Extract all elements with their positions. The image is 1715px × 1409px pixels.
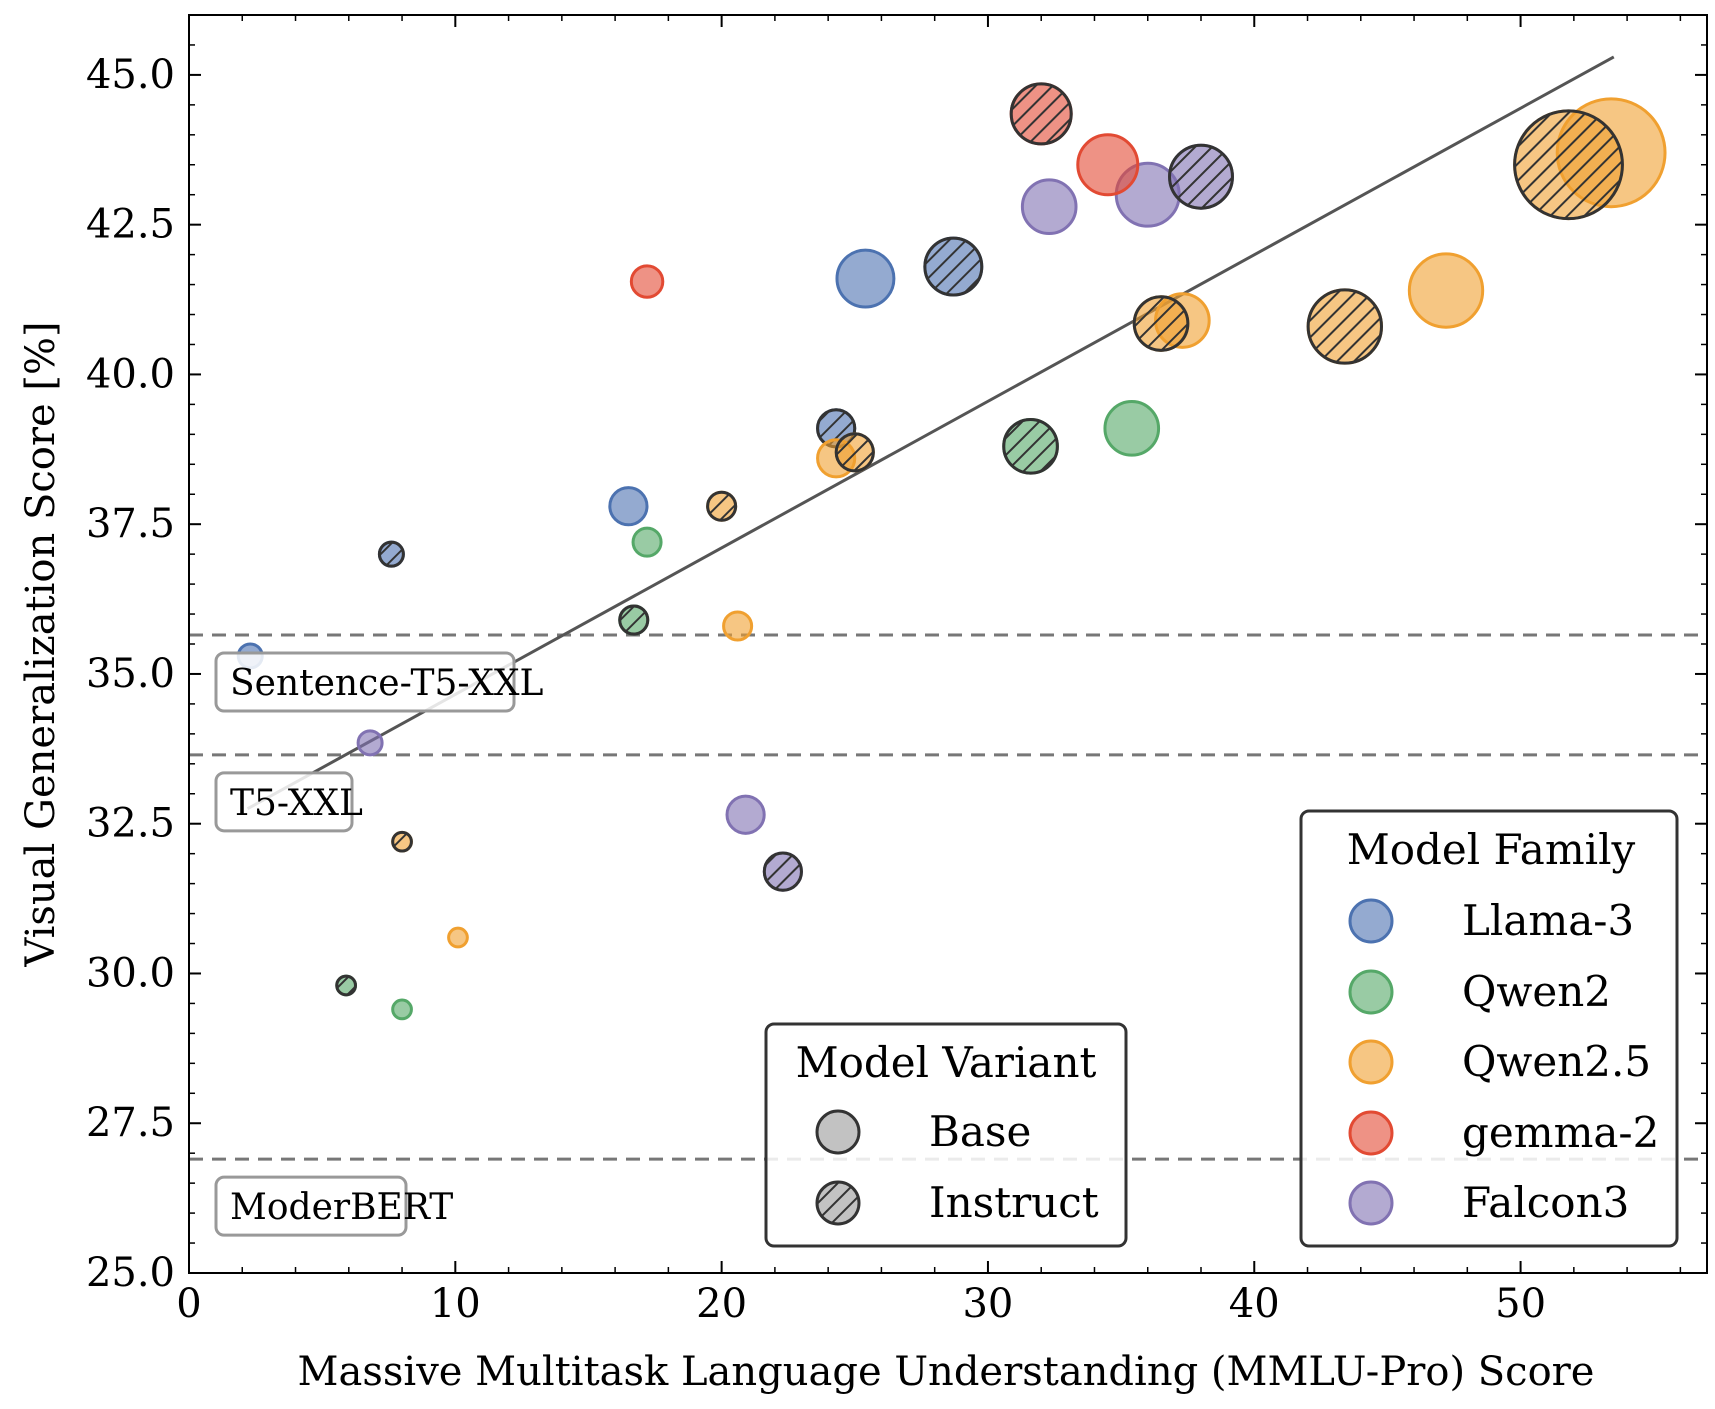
legend-family-qwen2-marker: [1348, 969, 1394, 1015]
legend-family-qwen25-label: Qwen2.5: [1462, 1037, 1651, 1086]
data-point: [631, 526, 663, 558]
legend-family-gemma-label: gemma-2: [1462, 1108, 1659, 1157]
y-tick-label: 35.0: [86, 651, 175, 697]
legend-variant-title: Model Variant: [796, 1038, 1097, 1087]
y-tick-label: 45.0: [86, 52, 175, 98]
data-point: [391, 998, 413, 1021]
y-tick-label: 42.5: [86, 202, 175, 248]
data-point-hatch: [618, 604, 650, 636]
legend-family-qwen25-marker: [1348, 1039, 1394, 1085]
data-point-hatch: [1132, 295, 1190, 352]
legend-family-gemma-marker: [1348, 1110, 1394, 1156]
y-tick-label: 32.5: [86, 801, 175, 847]
y-axis-label: Visual Generalization Score [%]: [18, 321, 64, 967]
y-tick-label: 40.0: [86, 351, 175, 397]
legend-variant-base-marker: [815, 1109, 861, 1155]
baseline-label: T5-XXL: [230, 783, 363, 824]
y-tick-label: 37.5: [86, 501, 175, 547]
baseline-label-box: [214, 1175, 408, 1237]
baseline-labels: Sentence-T5-XXL T5-XXL ModerBERT: [214, 651, 544, 1237]
legend-model-family: Model Family Llama-3 Qwen2 Qwen2.5 gemma…: [1299, 809, 1679, 1248]
data-point-hatch: [391, 830, 413, 853]
axis-ticks: 0 10 20 30 40 50 25.0 27.5 30.0 32.5 35.0 37.5 40.0 4…: [86, 14, 1707, 1327]
data-point: [1407, 252, 1485, 329]
data-point-hatch: [1168, 143, 1234, 210]
data-point: [725, 794, 766, 835]
data-point: [447, 926, 469, 949]
data-point-hatch: [1306, 288, 1383, 365]
data-point-hatch: [923, 236, 984, 297]
data-point-hatch: [1513, 109, 1624, 221]
data-point: [835, 248, 896, 309]
data-point: [608, 486, 649, 527]
baseline-label-box: [214, 771, 354, 833]
x-tick-label: 0: [176, 1281, 201, 1327]
legend-family-box: [1299, 809, 1679, 1248]
x-tick-label: 40: [1229, 1281, 1280, 1327]
data-point: [1076, 133, 1140, 197]
x-tick-label: 30: [962, 1281, 1013, 1327]
legend-variant-instruct-label: Instruct: [929, 1178, 1099, 1227]
legend-family-llama-label: Llama-3: [1462, 896, 1634, 945]
data-point: [356, 729, 384, 757]
legend-family-llama-marker: [1348, 898, 1394, 944]
data-point: [722, 610, 754, 642]
data-point-hatch: [1002, 418, 1059, 475]
data-point-hatch: [706, 490, 738, 522]
data-point: [629, 264, 665, 299]
x-tick-label: 20: [696, 1281, 747, 1327]
data-point: [1020, 178, 1078, 236]
x-tick-label: 50: [1495, 1281, 1546, 1327]
y-tick-label: 27.5: [86, 1100, 175, 1146]
baseline-label: Sentence-T5-XXL: [230, 663, 544, 704]
legend-family-falcon-marker: [1348, 1180, 1394, 1226]
legend-family-qwen2-label: Qwen2: [1462, 967, 1611, 1016]
data-point-hatch: [762, 851, 803, 892]
y-tick-label: 25.0: [86, 1250, 175, 1296]
legend-variant-instruct-hatch: [815, 1180, 861, 1226]
x-axis-label: Massive Multitask Language Understanding…: [298, 1349, 1595, 1395]
legend-model-variant: Model Variant Base Instruct: [764, 1022, 1128, 1248]
baseline-label-box: [214, 651, 516, 713]
baseline-label: ModerBERT: [230, 1187, 453, 1228]
y-tick-label: 30.0: [86, 950, 175, 996]
x-tick-label: 10: [430, 1281, 481, 1327]
data-point-hatch: [377, 540, 405, 568]
legend-variant-base-label: Base: [929, 1107, 1031, 1156]
data-point-hatch: [1009, 82, 1073, 146]
data-point: [1103, 400, 1161, 457]
data-point-hatch: [335, 974, 357, 997]
legend-family-title: Model Family: [1347, 825, 1636, 874]
legend-family-falcon-label: Falcon3: [1462, 1178, 1629, 1227]
data-point-hatch: [834, 432, 875, 473]
